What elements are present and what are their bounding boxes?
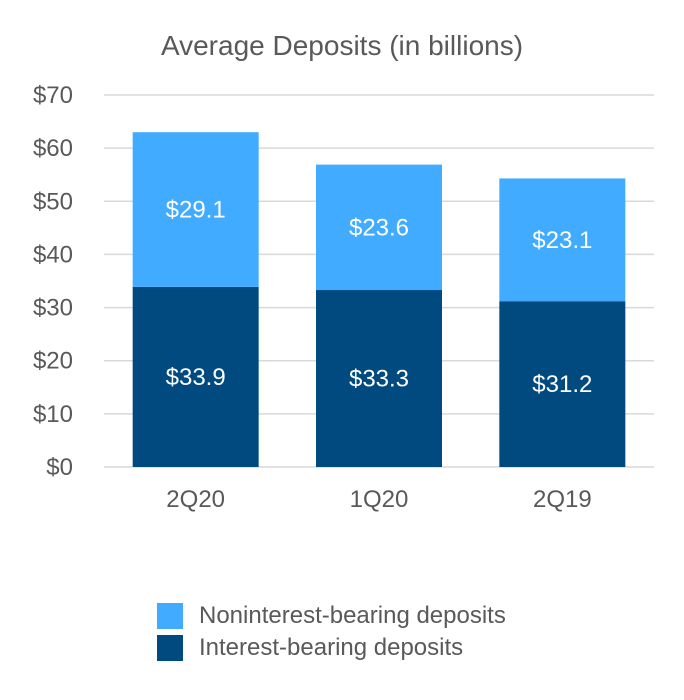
x-axis: 2Q20 1Q20 2Q19	[166, 486, 591, 513]
bars	[132, 132, 626, 467]
data-label: $23.6	[349, 214, 409, 241]
y-tick-label: $70	[33, 82, 73, 109]
y-tick-label: $20	[33, 348, 73, 375]
bar-interest-bearing	[316, 290, 442, 467]
data-label: $33.3	[349, 366, 409, 393]
bar-interest-bearing	[132, 286, 259, 467]
legend-label-interest: Interest-bearing deposits	[199, 634, 464, 661]
legend-item-noninterest: Noninterest-bearing deposits	[157, 600, 506, 632]
x-tick-label: 2Q19	[533, 486, 592, 513]
bar-interest-bearing	[499, 301, 626, 467]
data-label: $29.1	[166, 197, 226, 224]
bar-noninterest-bearing	[499, 178, 626, 302]
y-tick-label: $50	[33, 188, 73, 215]
data-label: $33.9	[166, 364, 226, 391]
legend-label-noninterest: Noninterest-bearing deposits	[199, 602, 506, 629]
x-tick-label: 1Q20	[350, 486, 409, 513]
y-axis: $0 $10 $20 $30 $40 $50 $60 $70	[33, 82, 73, 481]
bar-noninterest-bearing	[316, 164, 442, 291]
y-tick-label: $60	[33, 135, 73, 162]
y-tick-label: $40	[33, 241, 73, 268]
legend: Noninterest-bearing deposits Interest-be…	[157, 600, 506, 664]
data-label: $31.2	[532, 371, 592, 398]
chart-title: Average Deposits (in billions)	[161, 30, 523, 61]
bar-noninterest-bearing	[132, 132, 259, 287]
x-tick-label: 2Q20	[166, 486, 225, 513]
data-label: $23.1	[532, 227, 592, 254]
legend-item-interest: Interest-bearing deposits	[157, 632, 506, 664]
legend-swatch-interest	[157, 635, 183, 661]
y-tick-label: $10	[33, 401, 73, 428]
chart: Average Deposits (in billions) $0$10$20$…	[33, 30, 654, 513]
y-tick-label: $30	[33, 295, 73, 322]
legend-swatch-noninterest	[157, 603, 183, 629]
data-labels: $33.9 $29.1 $33.3 $23.6 $31.2 $23.1	[166, 197, 593, 399]
y-tick-label: $0	[46, 454, 73, 481]
